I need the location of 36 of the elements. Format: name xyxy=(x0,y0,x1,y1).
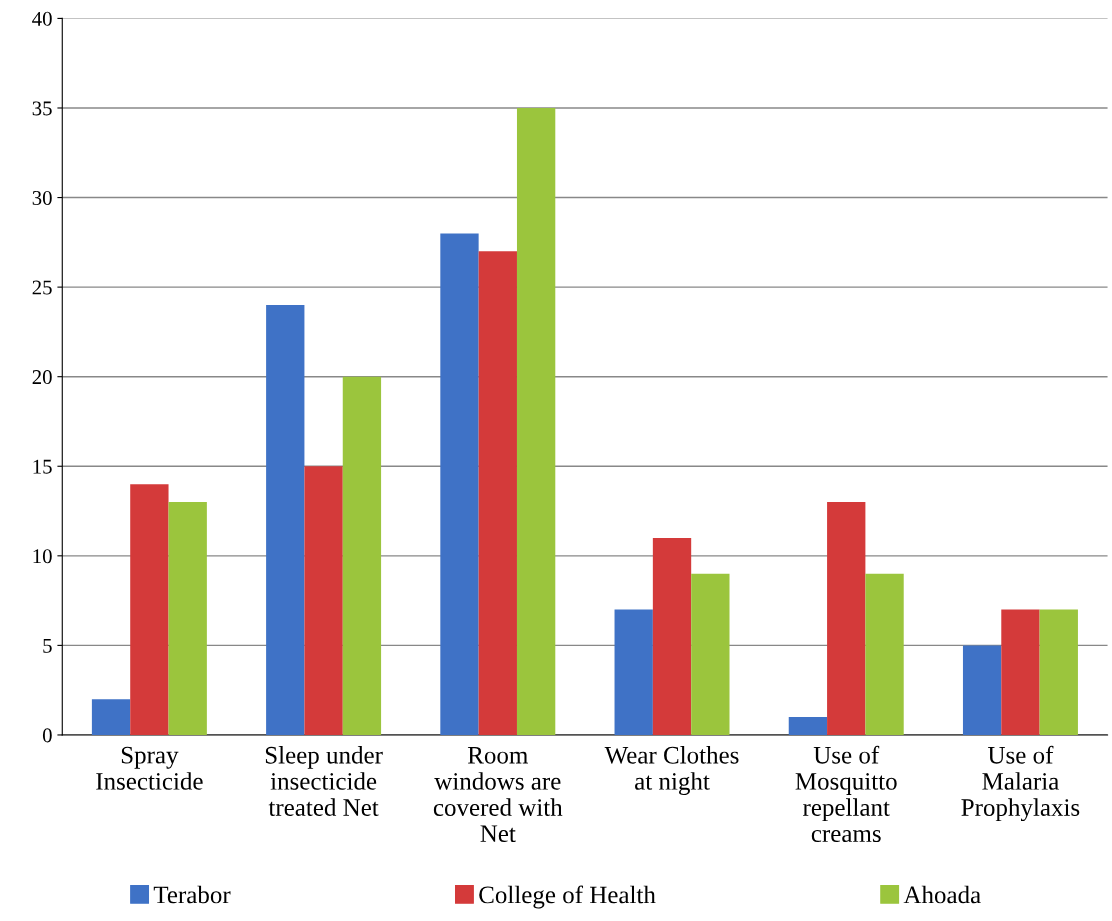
y-tick-label: 5 xyxy=(43,638,52,653)
legend-label: Terabor xyxy=(153,885,231,904)
x-tick-label: Use of Mosquitto repellant creams xyxy=(795,745,897,843)
legend-label: College of Health xyxy=(479,885,656,909)
x-tick-label: Spray Insecticide xyxy=(96,746,203,790)
bar xyxy=(614,609,653,735)
bar xyxy=(168,502,207,735)
bar xyxy=(478,251,517,735)
bar xyxy=(266,305,305,735)
bar xyxy=(962,645,1002,735)
x-tick-label: Sleep under insecticide treated Net xyxy=(265,746,383,816)
legend-label: Ahoada xyxy=(903,885,981,904)
x-tick-label: Wear Clothes at night xyxy=(604,746,739,795)
y-tick-label: 30 xyxy=(32,190,52,205)
bar xyxy=(652,537,692,735)
bar xyxy=(1039,609,1078,735)
bar xyxy=(788,717,828,735)
y-tick-label: 20 xyxy=(32,370,52,385)
bar xyxy=(827,502,866,735)
bar xyxy=(440,233,479,735)
bar xyxy=(91,699,131,735)
y-tick-label: 15 xyxy=(33,459,52,474)
y-tick-label: 10 xyxy=(33,549,52,564)
y-tick-label: 0 xyxy=(42,728,52,743)
x-tick-label: Use of Malaria Prophylaxis xyxy=(961,745,1080,822)
bar xyxy=(342,376,382,735)
x-tick-label: Room windows are covered with Net xyxy=(433,747,563,843)
bar xyxy=(130,484,169,735)
bar xyxy=(1001,609,1040,735)
bar xyxy=(691,573,730,735)
y-tick-label: 25 xyxy=(32,280,52,295)
bar xyxy=(304,466,343,735)
y-tick-label: 40 xyxy=(32,11,52,26)
bar xyxy=(516,107,556,735)
bar xyxy=(865,573,904,735)
y-tick-label: 35 xyxy=(32,101,52,116)
